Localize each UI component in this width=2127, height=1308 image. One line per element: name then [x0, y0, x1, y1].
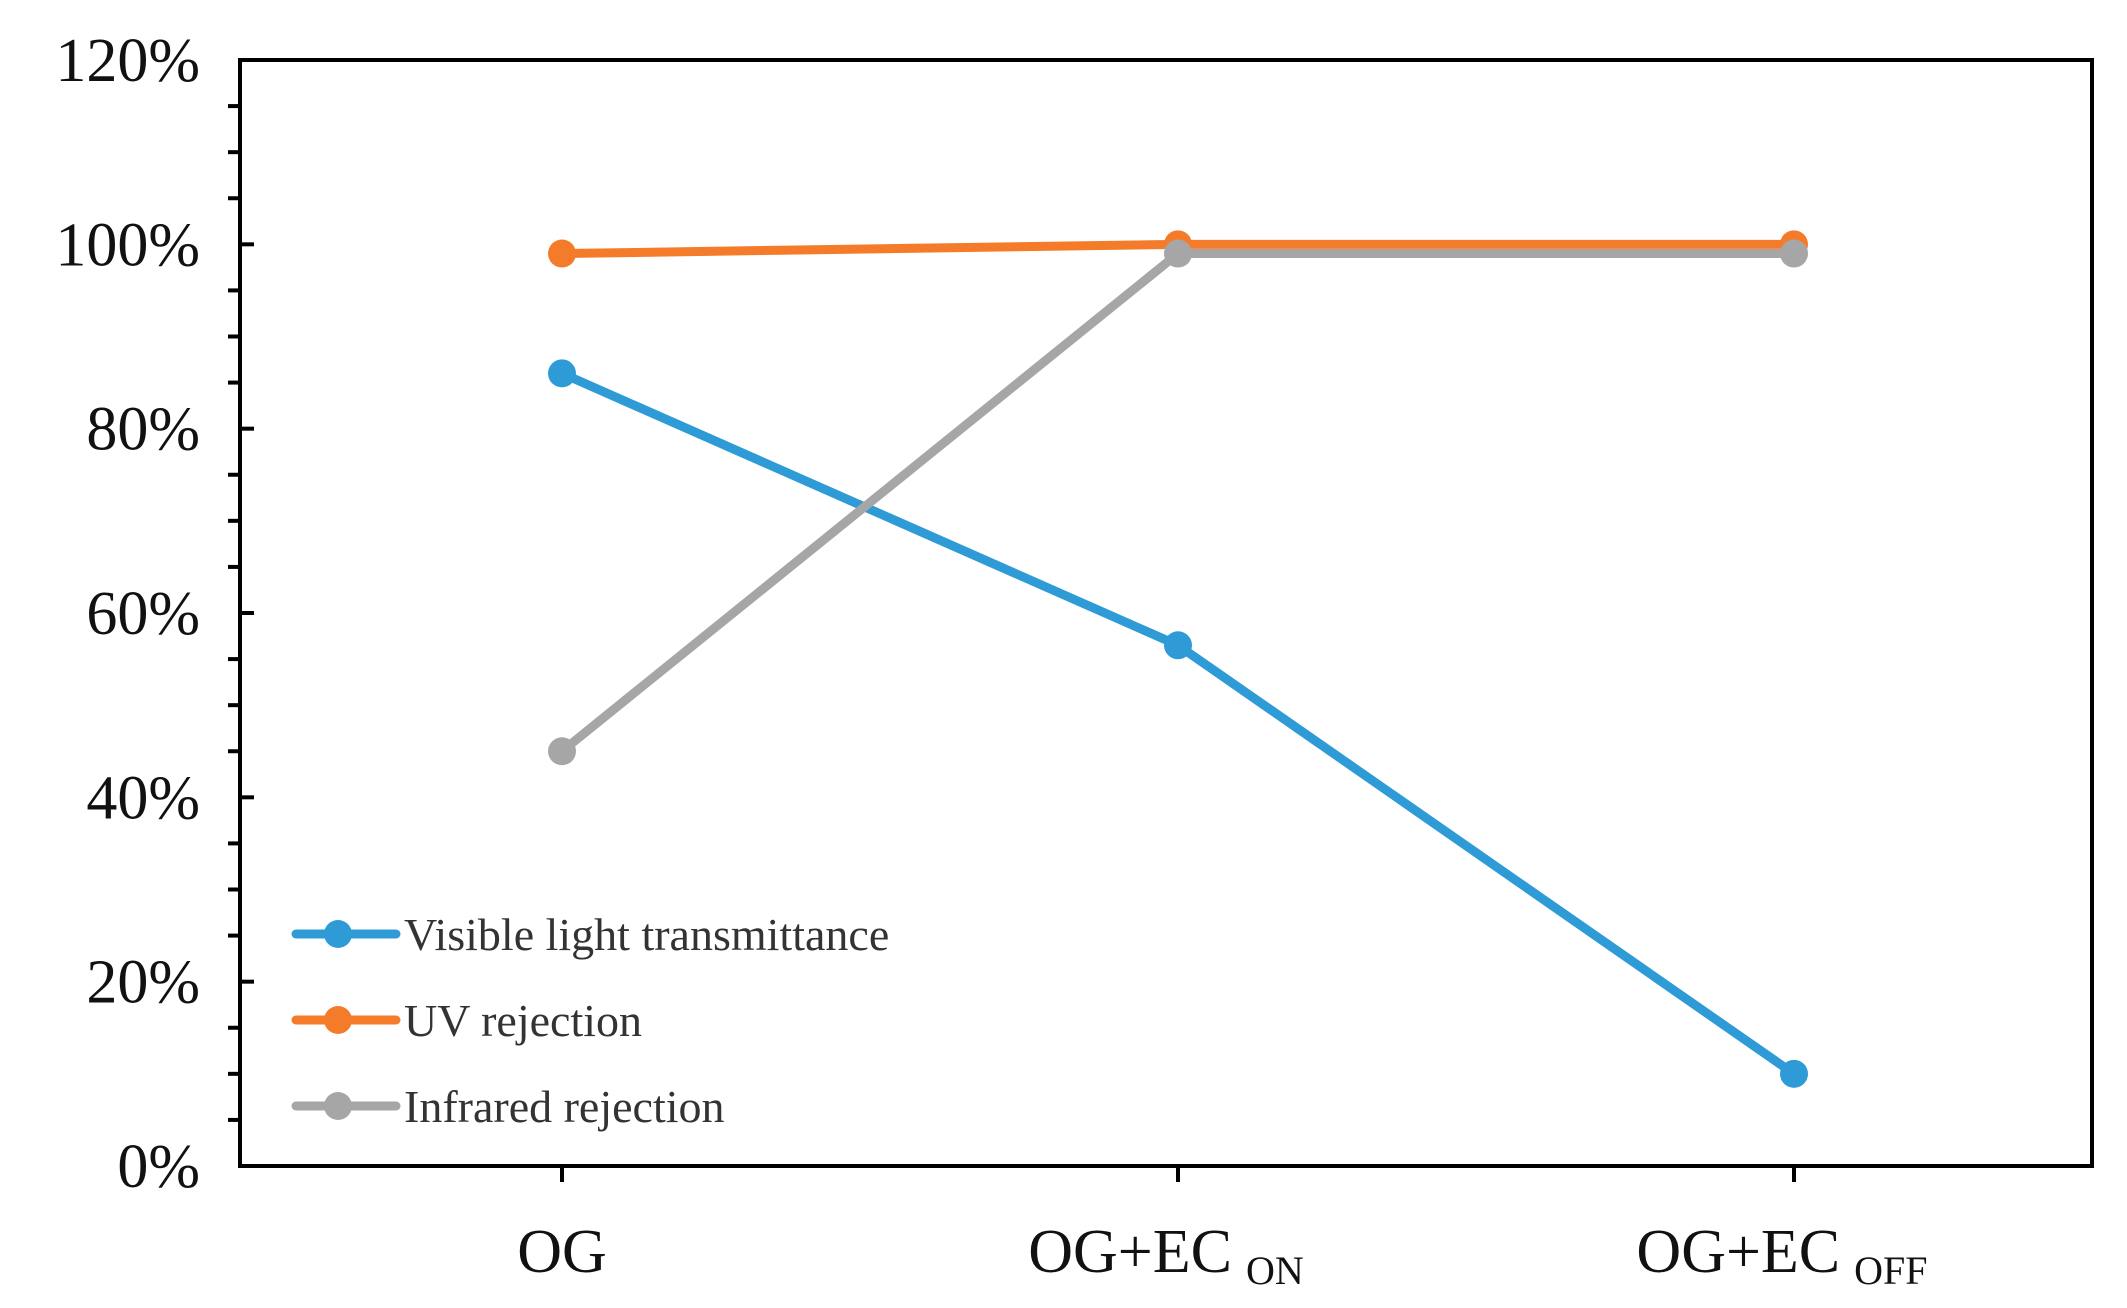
data-point: [1164, 631, 1192, 660]
data-point: [1164, 239, 1192, 268]
legend-label: UV rejection: [404, 995, 642, 1046]
data-point: [548, 737, 576, 766]
y-tick-label: 100%: [55, 211, 200, 279]
legend-swatch-marker: [324, 1092, 352, 1120]
series-layer: [548, 230, 1808, 1088]
x-tick-label-subscript: OFF: [1854, 1248, 1927, 1293]
data-point: [1780, 239, 1808, 268]
legend-swatch-marker: [324, 1006, 352, 1034]
legend: Visible light transmittance UV rejection I…: [291, 909, 889, 1132]
y-tick-label: 40%: [86, 764, 200, 832]
y-tick-label: 60%: [86, 580, 200, 648]
y-tick-label: 0%: [117, 1133, 200, 1201]
legend-swatch-marker: [324, 920, 352, 948]
data-point: [548, 239, 576, 268]
axis-layer: 0%20%40%60%80%100%120%OG OG+EC ON OG+EC OFF: [55, 27, 2094, 1293]
y-tick-label: 80%: [86, 396, 200, 464]
data-point: [1780, 1059, 1808, 1088]
x-tick-label-subscript: ON: [1246, 1248, 1304, 1293]
legend-label: Infrared rejection: [404, 1081, 725, 1132]
data-point: [548, 359, 576, 388]
y-tick-label: 120%: [55, 27, 200, 95]
x-tick-label: OG: [517, 1218, 607, 1286]
y-tick-label: 20%: [86, 949, 200, 1017]
legend-label: Visible light transmittance: [404, 909, 889, 960]
